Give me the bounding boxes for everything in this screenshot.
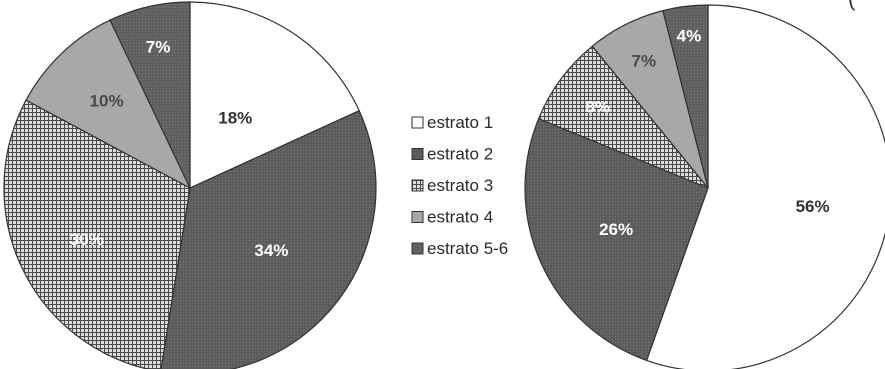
pie-chart-left: 18% 34% 30% 10% 7%: [3, 1, 377, 369]
legend-label-2: estrato 2: [427, 145, 493, 164]
right-pie-data-label-5: 4%: [677, 26, 702, 45]
legend-swatch-2: [411, 148, 424, 160]
left-pie-data-label-1: 18%: [218, 109, 252, 128]
left-pie-data-label-4: 10%: [90, 92, 124, 111]
right-pie-data-label-3: 8%: [585, 97, 610, 116]
left-pie-slice-1: [189, 1, 360, 189]
left-pie-slice-5: [109, 1, 191, 189]
legend-label-3: estrato 3: [427, 176, 493, 195]
legend-label-5: estrato 5-6: [427, 239, 508, 258]
legend-label-4: estrato 4: [427, 208, 493, 227]
right-pie-slice-5: [662, 4, 709, 189]
legend-swatch-1: [411, 116, 424, 129]
legend-swatch-3: [411, 179, 424, 192]
right-pie-data-label-1: 56%: [796, 197, 830, 216]
legend-label-1: estrato 1: [427, 113, 493, 132]
left-pie-slice-3: [3, 99, 191, 369]
right-pie-slice-3: [537, 45, 709, 189]
left-pie-slice-2: [160, 109, 377, 369]
legend: estrato 1 estrato 2 estrato 3 estrato 4 estr…: [411, 113, 508, 258]
legend-swatch-5: [411, 242, 424, 255]
legend-swatch-4: [411, 211, 424, 223]
top-right-text-fragment: (: [848, 0, 856, 11]
right-pie-data-label-2: 26%: [599, 220, 633, 239]
left-pie-slice-4: [25, 19, 192, 190]
left-pie-data-label-2: 34%: [254, 241, 288, 260]
right-pie-slice-2: [524, 117, 709, 362]
left-pie-data-label-5: 7%: [146, 37, 171, 56]
left-pie-data-label-3: 30%: [70, 230, 104, 249]
pie-chart-right: 56% 26% 8% 7% 4%: [524, 4, 885, 369]
right-pie-data-label-4: 7%: [632, 52, 657, 71]
